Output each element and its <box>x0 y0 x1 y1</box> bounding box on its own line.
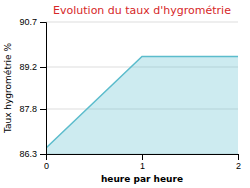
tick-mark <box>40 67 46 68</box>
tick: 89.2 <box>19 62 46 72</box>
marks <box>46 57 238 155</box>
tick: 0 <box>44 154 49 171</box>
tick-mark <box>40 154 46 155</box>
tick: 2 <box>236 154 241 171</box>
tick-mark <box>142 154 143 160</box>
plot: 0 1 2 86.3 87.8 89.2 90.7 <box>19 17 241 171</box>
grid-line <box>46 22 238 23</box>
tick-mark <box>40 22 46 23</box>
line <box>46 57 238 149</box>
tick-label: 87.8 <box>19 104 37 114</box>
chart: 0 1 2 86.3 87.8 89.2 90.7 Evolution du taux d'h… <box>0 0 250 188</box>
tick: 86.3 <box>19 149 46 159</box>
tick-label: 89.2 <box>19 62 37 72</box>
axis-line <box>47 155 239 161</box>
tick: 87.8 <box>19 104 46 114</box>
x-axis: 0 1 2 <box>44 154 241 171</box>
tick-label: 86.3 <box>19 149 37 159</box>
tick: 90.7 <box>19 17 46 27</box>
tick-label: 1 <box>140 161 145 171</box>
x-axis-title: heure par heure <box>101 174 183 184</box>
axis-line <box>40 23 47 155</box>
tick-label: 0 <box>44 161 49 171</box>
y-axis-title: Taux hygrométrie % <box>3 42 13 134</box>
tick: 1 <box>140 154 145 171</box>
grid <box>46 22 238 154</box>
tick-mark <box>40 109 46 110</box>
area <box>46 57 238 155</box>
y-axis: 86.3 87.8 89.2 90.7 <box>19 17 46 159</box>
tick-mark <box>238 154 239 160</box>
title: Evolution du taux d'hygrométrie <box>53 4 231 17</box>
tick-label: 2 <box>236 161 241 171</box>
tick-label: 90.7 <box>19 17 37 27</box>
